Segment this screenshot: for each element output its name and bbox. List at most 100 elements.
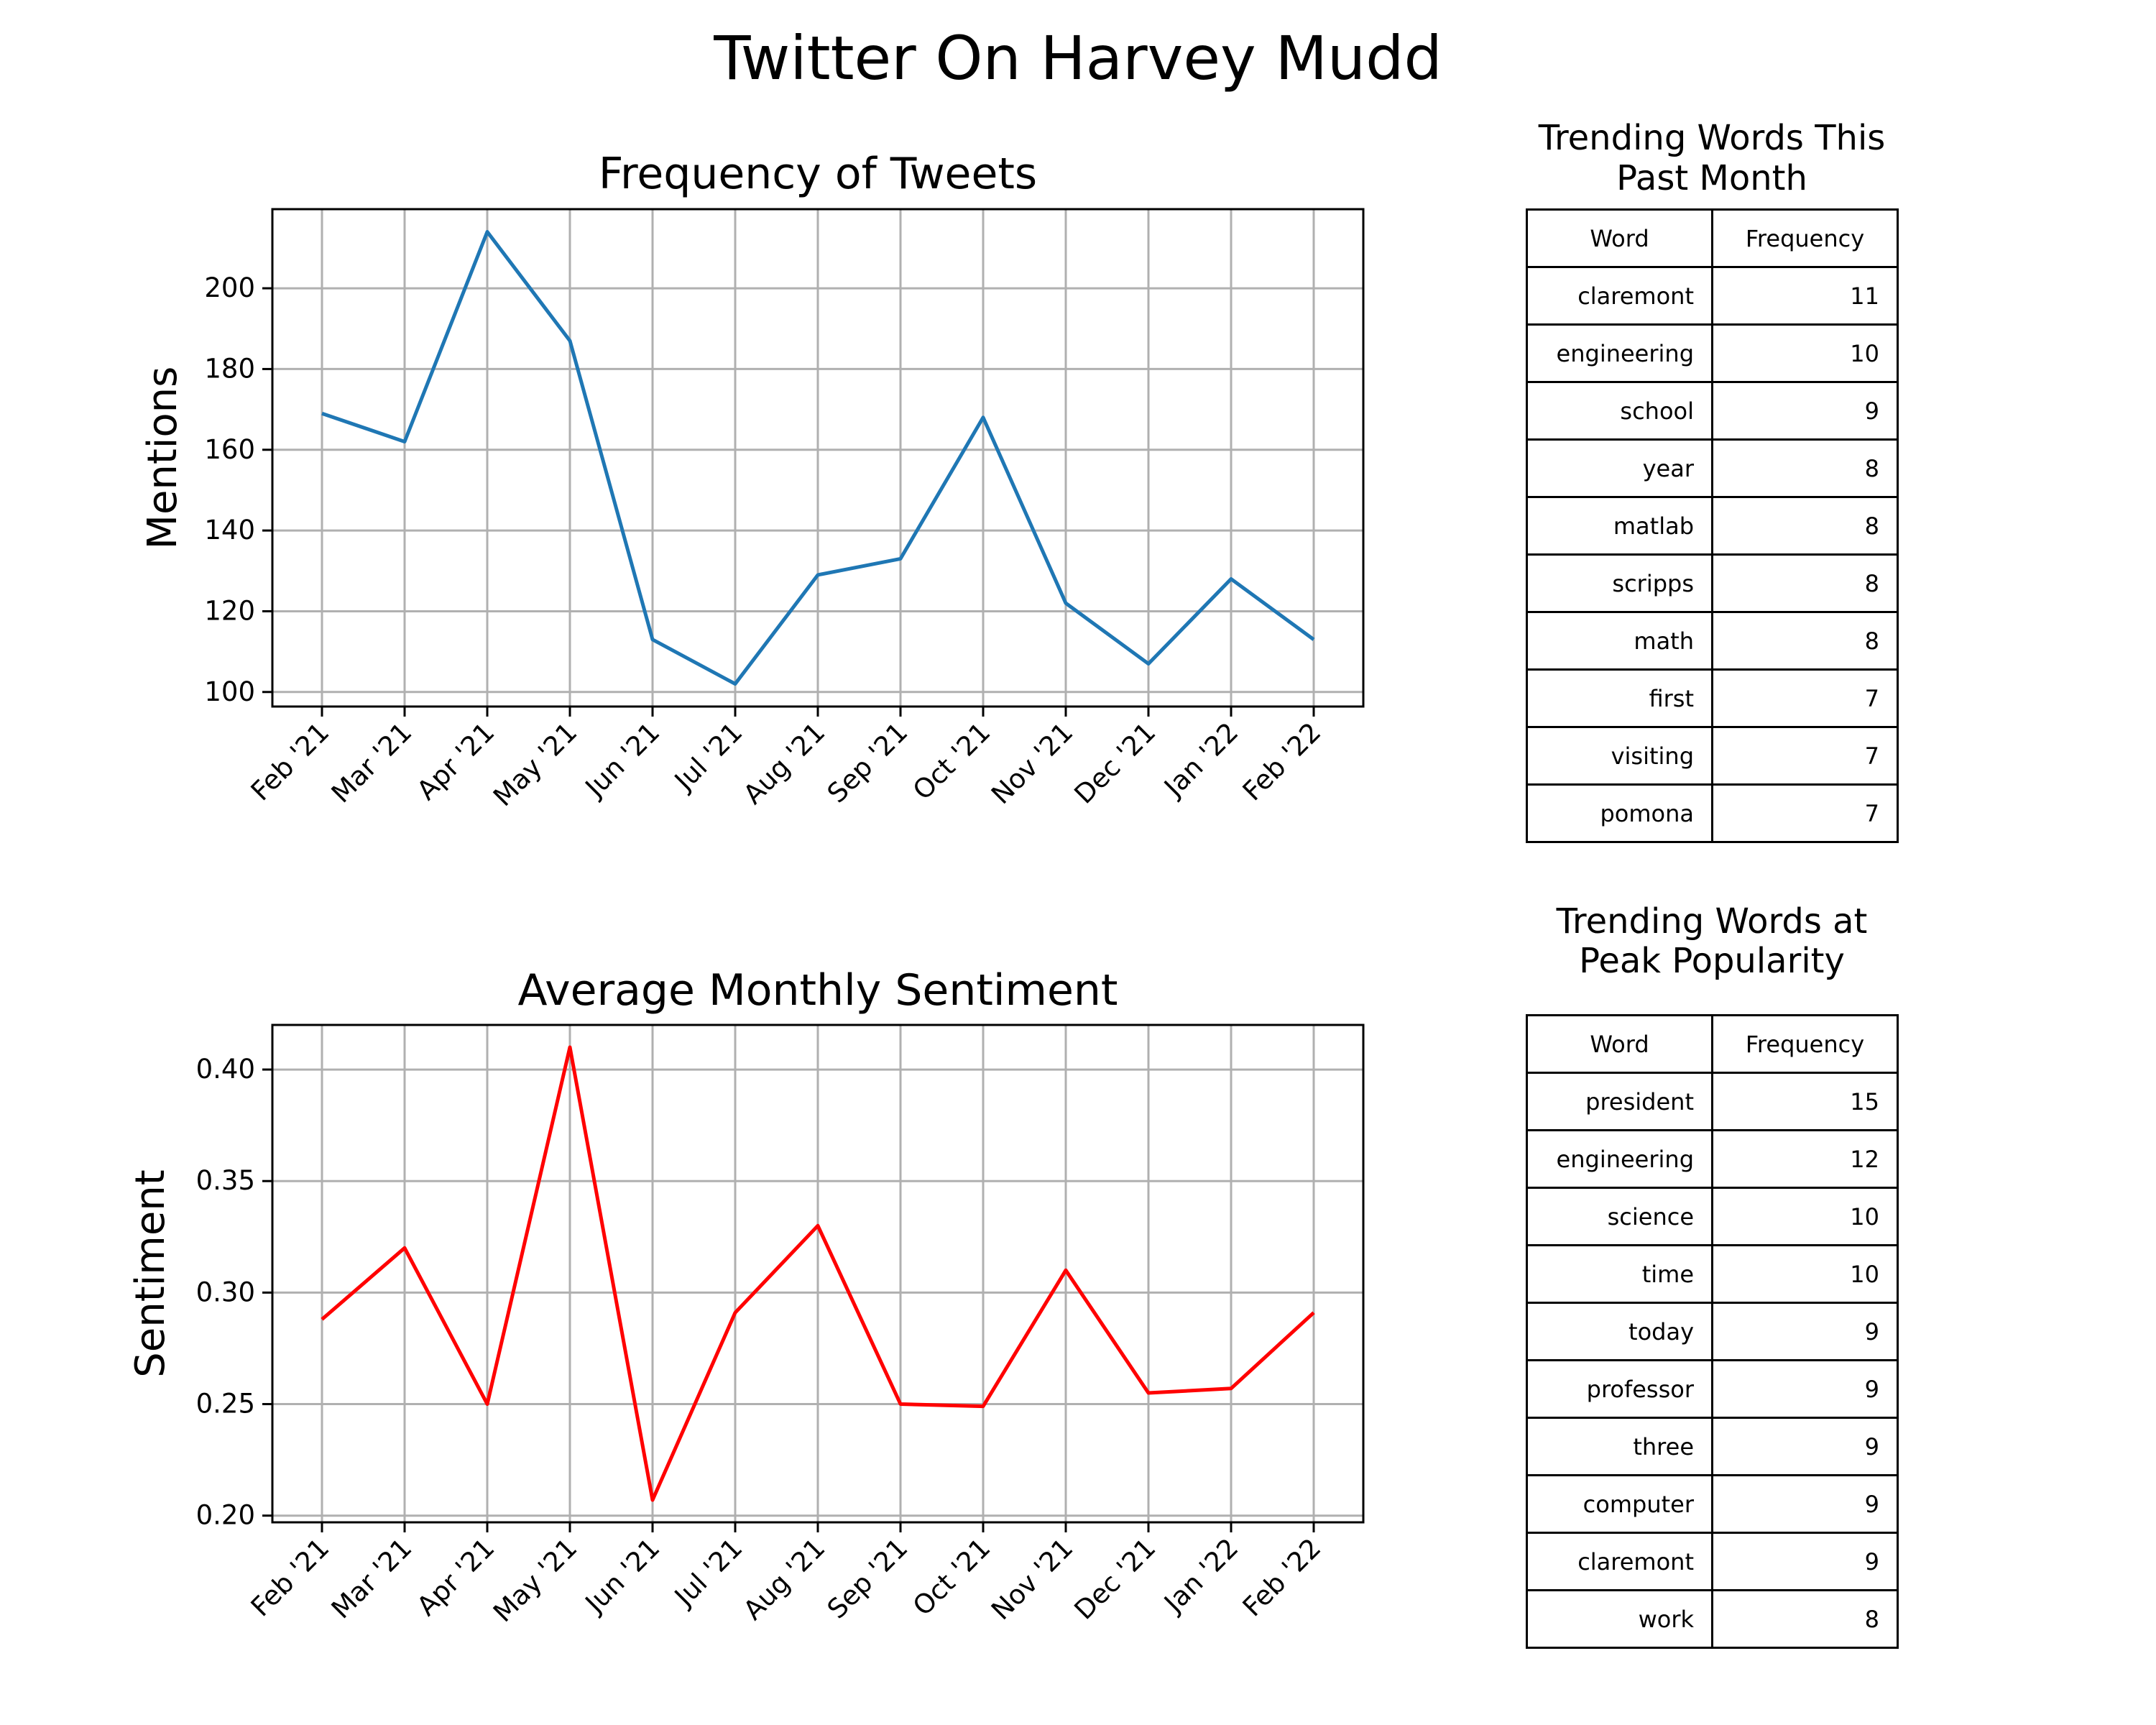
frequency-cell: 10	[1711, 323, 1899, 383]
table-row: claremont 9	[1526, 1532, 1899, 1591]
frequency-cell: 12	[1711, 1129, 1899, 1189]
x-tick-label: Jun '21	[579, 1532, 666, 1620]
figure-title: Twitter On Harvey Mudd	[713, 23, 1442, 93]
word-cell: school	[1526, 381, 1713, 441]
x-tick-label: Jan '22	[1157, 717, 1244, 804]
y-axis-label: Sentiment	[127, 1169, 174, 1377]
frequency-cell: 8	[1711, 438, 1899, 498]
frequency-cell: 9	[1711, 1474, 1899, 1534]
word-cell: president	[1526, 1072, 1713, 1131]
frequency-cell: 11	[1711, 266, 1899, 326]
table-title-line: Trending Words This	[1538, 118, 1886, 158]
table-row: year 8	[1526, 438, 1899, 498]
frequency-cell: 8	[1711, 611, 1899, 671]
table-row: scripps 8	[1526, 553, 1899, 613]
x-tick-label: Jul '21	[668, 717, 748, 797]
x-tick-label: Aug '21	[737, 1532, 831, 1626]
y-tick-label: 0.30	[196, 1276, 255, 1307]
table-row: pomona 7	[1526, 783, 1899, 843]
table-header-row: Word Frequency	[1526, 1014, 1899, 1074]
x-tick-label: Nov '21	[985, 1532, 1079, 1626]
table-row: engineering 12	[1526, 1129, 1899, 1189]
table-title-line: Trending Words at	[1556, 901, 1868, 942]
frequency-cell: 8	[1711, 496, 1899, 556]
column-header-frequency: Frequency	[1711, 208, 1899, 268]
word-cell: visiting	[1526, 726, 1713, 786]
word-cell: claremont	[1526, 266, 1713, 326]
x-tick-label: Sep '21	[821, 717, 914, 809]
table-row: visiting 7	[1526, 726, 1899, 786]
column-header-word: Word	[1526, 1014, 1713, 1074]
chart-title: Frequency of Tweets	[599, 149, 1037, 199]
x-tick-label: Feb '21	[245, 1532, 336, 1623]
x-tick-label: May '21	[487, 1532, 583, 1628]
table-row: math 8	[1526, 611, 1899, 671]
table-row: engineering 10	[1526, 323, 1899, 383]
word-cell: computer	[1526, 1474, 1713, 1534]
word-cell: professor	[1526, 1359, 1713, 1419]
frequency-cell: 10	[1711, 1187, 1899, 1246]
x-tick-label: Nov '21	[985, 717, 1079, 810]
table-row: computer 9	[1526, 1474, 1899, 1534]
frequency-cell: 8	[1711, 1589, 1899, 1649]
x-tick-label: May '21	[487, 717, 583, 812]
y-tick-label: 0.35	[196, 1165, 255, 1196]
word-cell: claremont	[1526, 1532, 1713, 1591]
table-row: professor 9	[1526, 1359, 1899, 1419]
y-tick-label: 0.20	[196, 1500, 255, 1531]
y-tick-label: 100	[204, 676, 255, 707]
table-row: three 9	[1526, 1417, 1899, 1476]
frequency-cell: 7	[1711, 726, 1899, 786]
word-cell: time	[1526, 1244, 1713, 1304]
y-tick-label: 120	[204, 595, 255, 626]
x-tick-label: Dec '21	[1069, 717, 1162, 810]
table-title-line: Peak Popularity	[1579, 941, 1845, 981]
table-row: time 10	[1526, 1244, 1899, 1304]
word-cell: three	[1526, 1417, 1713, 1476]
table-row: school 9	[1526, 381, 1899, 441]
frequency-cell: 7	[1711, 668, 1899, 728]
y-tick-label: 180	[204, 353, 255, 384]
chart-title: Average Monthly Sentiment	[518, 965, 1118, 1016]
y-tick-label: 0.40	[196, 1054, 255, 1085]
table-row: first 7	[1526, 668, 1899, 728]
x-tick-label: Oct '21	[907, 1532, 996, 1622]
table-row: science 10	[1526, 1187, 1899, 1246]
word-cell: today	[1526, 1302, 1713, 1361]
x-tick-label: Feb '22	[1237, 717, 1327, 807]
x-tick-label: Jul '21	[668, 1532, 748, 1613]
y-tick-label: 160	[204, 434, 255, 465]
x-tick-label: Feb '21	[245, 717, 336, 807]
frequency-cell: 7	[1711, 783, 1899, 843]
table-row: matlab 8	[1526, 496, 1899, 556]
frequency-cell: 15	[1711, 1072, 1899, 1131]
frequency-cell: 9	[1711, 1532, 1899, 1591]
table-row: president 15	[1526, 1072, 1899, 1131]
y-tick-label: 200	[204, 272, 255, 303]
x-tick-label: Apr '21	[411, 1532, 500, 1622]
frequency-cell: 9	[1711, 1417, 1899, 1476]
y-tick-label: 0.25	[196, 1389, 255, 1420]
y-axis-label: Mentions	[139, 367, 186, 550]
x-tick-label: Mar '21	[326, 1532, 418, 1625]
frequency-cell: 8	[1711, 553, 1899, 613]
x-tick-label: Aug '21	[737, 717, 831, 810]
frequency-cell: 9	[1711, 1302, 1899, 1361]
word-cell: engineering	[1526, 1129, 1713, 1189]
word-cell: year	[1526, 438, 1713, 498]
word-cell: scripps	[1526, 553, 1713, 613]
x-tick-label: Oct '21	[907, 717, 996, 806]
frequency-cell: 9	[1711, 381, 1899, 441]
x-tick-label: Mar '21	[326, 717, 418, 809]
word-cell: science	[1526, 1187, 1713, 1246]
y-tick-label: 140	[204, 515, 255, 546]
x-tick-label: Sep '21	[821, 1532, 914, 1625]
x-tick-label: Jun '21	[579, 717, 666, 804]
x-tick-label: Jan '22	[1157, 1532, 1244, 1619]
table-title-line: Past Month	[1616, 158, 1807, 198]
column-header-frequency: Frequency	[1711, 1014, 1899, 1074]
word-cell: engineering	[1526, 323, 1713, 383]
